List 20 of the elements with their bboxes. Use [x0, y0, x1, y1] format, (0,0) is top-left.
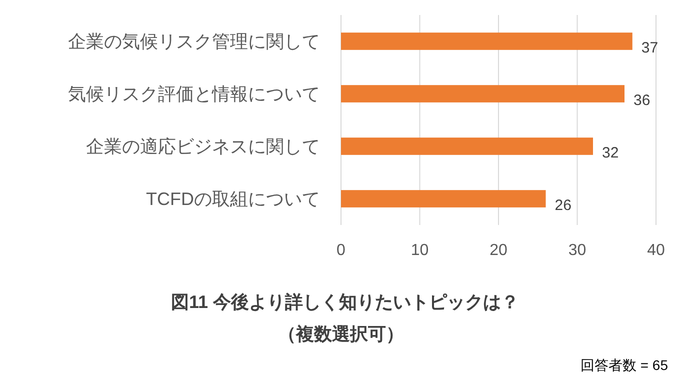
x-tick-label: 30: [568, 242, 586, 259]
data-label: 36: [634, 92, 650, 109]
bar: [341, 85, 624, 102]
bar: [341, 190, 546, 208]
text: 回答者数 = 65: [580, 357, 668, 373]
y-tick-label: 企業の適応ビジネスに関して: [86, 136, 320, 156]
data-label: 37: [641, 39, 658, 56]
text: （複数選択可）: [278, 324, 404, 344]
y-tick-label: 気候リスク評価と情報について: [68, 84, 320, 104]
y-tick-label: 企業の気候リスク管理に関して: [68, 31, 320, 52]
text: 図11 今後より詳しく知りたいトピックは？: [170, 292, 520, 312]
x-tick-label: 20: [490, 242, 508, 259]
x-tick-label: 10: [410, 242, 429, 259]
data-label: 26: [554, 196, 572, 214]
bar: [341, 32, 632, 50]
y-tick-label: TCFDの取組について: [146, 188, 320, 209]
x-tick-label: 40: [647, 242, 665, 259]
data-label: 32: [602, 144, 619, 162]
bar: [341, 138, 593, 155]
x-tick-label: 0: [336, 242, 346, 259]
